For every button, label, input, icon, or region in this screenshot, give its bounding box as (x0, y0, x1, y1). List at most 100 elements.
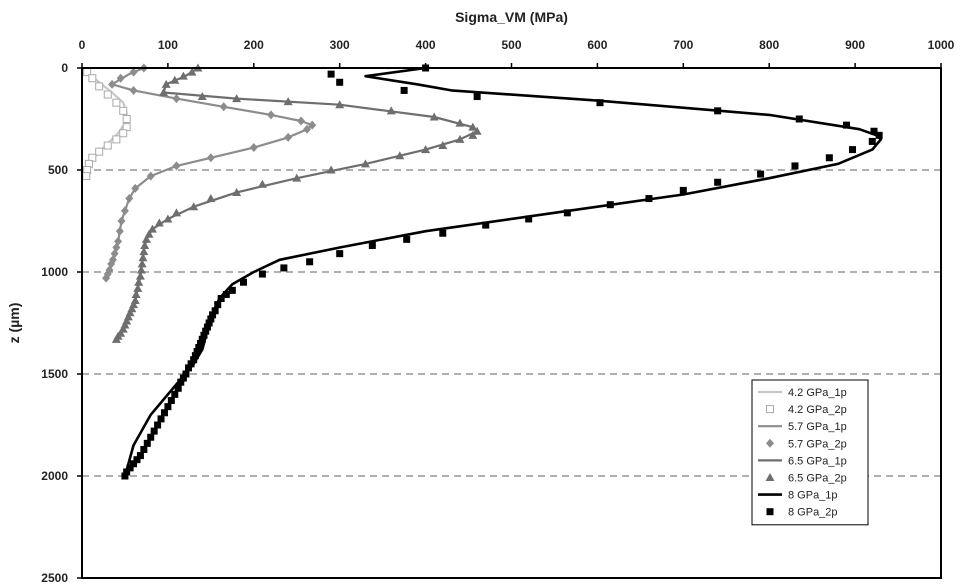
data-point-8-gpa-2p (714, 107, 722, 115)
data-point-8-gpa-2p (187, 360, 195, 368)
data-point-5-7-gpa-2p (249, 143, 258, 153)
data-point-8-gpa-2p (211, 307, 219, 315)
legend-label: 4.2 GPa_2p (788, 404, 847, 416)
data-point-8-gpa-2p (795, 115, 803, 123)
data-point-6-5-gpa-2p (468, 130, 478, 139)
data-point-6-5-gpa-2p (257, 179, 267, 188)
data-point-5-7-gpa-2p (297, 116, 306, 126)
legend: 4.2 GPa_1p 4.2 GPa_2p 5.7 GPa_1p 5.7 GPa_2p… (751, 379, 869, 526)
data-point-8-gpa-2p (217, 295, 225, 303)
data-point-8-gpa-2p (191, 352, 199, 360)
data-point-6-5-gpa-2p (171, 208, 181, 217)
x-tick-label: 200 (244, 38, 264, 52)
data-point-8-gpa-2p (473, 93, 481, 101)
data-point-8-gpa-2p (222, 290, 230, 298)
data-point-8-gpa-2p (164, 403, 172, 411)
data-point-6-5-gpa-2p (455, 134, 465, 143)
data-point-8-gpa-2p (714, 178, 722, 186)
x-tick-label: 500 (501, 38, 521, 52)
legend-entry: 4.2 GPa_2p (766, 404, 847, 416)
x-tick-label: 100 (158, 38, 178, 52)
data-point-6-5-gpa-2p (147, 224, 157, 233)
x-axis-title: Sigma_VM (MPa) (455, 9, 568, 25)
data-point-8-gpa-2p (147, 433, 155, 441)
y-tick-label: 500 (48, 163, 68, 177)
data-point-8-gpa-2p (439, 229, 447, 237)
data-point-8-gpa-2p (190, 356, 198, 364)
data-point-8-gpa-2p (143, 439, 151, 447)
data-point-8-gpa-2p (136, 452, 144, 460)
data-point-8-gpa-2p (205, 319, 213, 327)
data-point-5-7-gpa-2p (206, 153, 215, 163)
data-point-6-5-gpa-2p (197, 92, 207, 101)
data-point-8-gpa-2p (403, 235, 411, 243)
data-point-5-7-gpa-2p (308, 120, 317, 130)
data-point-5-7-gpa-2p (108, 79, 117, 89)
data-point-8-gpa-2p (157, 415, 165, 423)
data-point-6-5-gpa-2p (133, 283, 143, 292)
data-point-4-2-gpa-2p (112, 98, 121, 107)
data-point-4-2-gpa-2p (103, 90, 112, 99)
data-point-6-5-gpa-2p (141, 234, 151, 243)
data-point-8-gpa-2p (207, 315, 215, 323)
data-point-8-gpa-2p (130, 460, 138, 468)
x-tick-label: 1000 (928, 38, 955, 52)
data-point-8-gpa-2p (336, 250, 344, 258)
data-point-8-gpa-2p (195, 343, 203, 351)
y-tick-label: 1000 (41, 265, 68, 279)
y-tick-label: 2000 (41, 469, 68, 483)
data-point-4-2-gpa-2p (95, 147, 104, 156)
data-point-5-7-gpa-2p (284, 132, 293, 142)
data-point-6-5-gpa-2p (187, 67, 197, 76)
data-point-4-2-gpa-2p (122, 115, 131, 123)
legend-swatch (766, 508, 774, 516)
data-point-8-gpa-2p (167, 397, 175, 405)
data-point-5-7-gpa-2p (219, 102, 228, 112)
data-point-6-5-gpa-2p (292, 173, 302, 182)
data-point-8-gpa-2p (209, 311, 217, 319)
data-point-6-5-gpa-2p (283, 97, 293, 106)
data-point-5-7-gpa-2p (303, 124, 312, 134)
data-point-8-gpa-2p (126, 464, 134, 472)
series-5-7-gpa-2p (102, 63, 317, 283)
data-point-8-gpa-2p (203, 323, 211, 331)
legend-entry: 5.7 GPa_1p (758, 421, 847, 433)
data-point-4-2-gpa-2p (95, 82, 104, 91)
data-point-5-7-gpa-2p (110, 249, 119, 259)
data-point-8-gpa-2p (160, 409, 168, 417)
legend-label: 5.7 GPa_2p (788, 438, 847, 450)
data-point-8-gpa-2p (849, 146, 857, 154)
data-point-8-gpa-2p (133, 456, 141, 464)
data-point-8-gpa-2p (214, 301, 222, 309)
data-point-8-gpa-2p (174, 384, 182, 392)
data-point-5-7-gpa-2p (125, 194, 134, 204)
legend-swatch (766, 405, 774, 414)
legend-entry: 4.2 GPa_1p (758, 387, 847, 399)
data-point-6-5-gpa-2p (135, 271, 145, 280)
legend-label: 6.5 GPa_1p (788, 455, 847, 467)
data-point-8-gpa-2p (606, 201, 614, 209)
data-point-8-gpa-2p (171, 390, 179, 398)
legend-swatch (765, 473, 775, 481)
data-point-5-7-gpa-2p (266, 110, 275, 120)
data-point-6-5-gpa-2p (140, 240, 150, 249)
data-point-8-gpa-2p (525, 215, 533, 223)
data-point-6-5-gpa-2p (136, 265, 146, 274)
axes: 0 100 200 300 400 500 600 700 800 900 1000 0 500 1000… (41, 38, 954, 585)
legend-entry: 6.5 GPa_1p (758, 455, 847, 467)
x-tick-label: 400 (416, 38, 436, 52)
data-point-8-gpa-2p (202, 327, 210, 335)
data-point-6-5-gpa-2p (455, 118, 465, 127)
data-point-6-5-gpa-2p (139, 247, 149, 256)
data-point-8-gpa-2p (368, 241, 376, 249)
data-point-8-gpa-2p (228, 286, 236, 294)
data-point-8-gpa-2p (791, 162, 799, 170)
data-point-6-5-gpa-2p (421, 145, 431, 154)
x-tick-label: 300 (330, 38, 350, 52)
data-point-6-5-gpa-2p (137, 259, 147, 268)
data-point-5-7-gpa-2p (172, 94, 181, 104)
legend-box (751, 379, 869, 526)
data-point-4-2-gpa-2p (119, 106, 128, 115)
data-point-6-5-gpa-2p (472, 126, 482, 135)
